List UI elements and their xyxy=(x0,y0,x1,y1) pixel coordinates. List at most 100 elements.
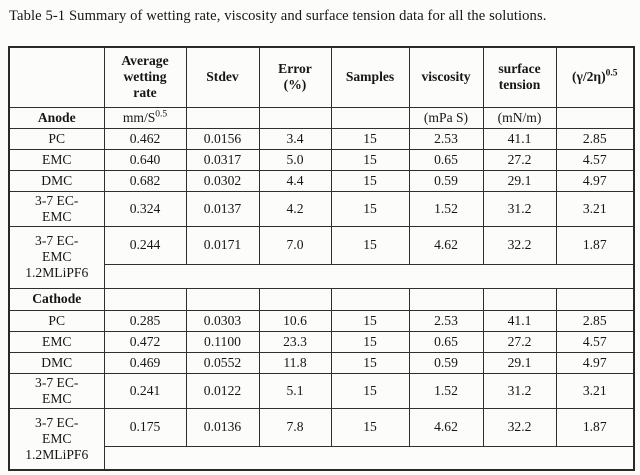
cell-value: 1.87 xyxy=(555,407,635,447)
cell-value: 2.85 xyxy=(555,309,635,332)
header-gamma-ratio: (γ/2η)0.5 xyxy=(555,46,635,108)
cell-value: 15 xyxy=(330,372,410,409)
table-row: EMC 0.472 0.1100 23.3 15 0.65 27.2 4.57 xyxy=(8,330,635,353)
cell-value: 15 xyxy=(330,225,410,265)
row-label: 3-7 EC- EMC 1.2MLiPF6 xyxy=(8,407,105,471)
cell-value: 0.682 xyxy=(103,169,187,192)
cell-value: 3.21 xyxy=(555,190,635,227)
empty-cell xyxy=(103,287,187,311)
cell-value: 0.0136 xyxy=(185,407,260,447)
cell-value: 2.53 xyxy=(408,127,484,150)
empty-cell xyxy=(258,106,332,129)
table-row: PC 0.285 0.0303 10.6 15 2.53 41.1 2.85 xyxy=(8,309,635,332)
cell-value: 32.2 xyxy=(482,225,557,265)
table-row: DMC 0.682 0.0302 4.4 15 0.59 29.1 4.97 xyxy=(8,169,635,192)
cell-value: 31.2 xyxy=(482,372,557,409)
row-label: 3-7 EC- EMC xyxy=(8,190,105,227)
section-label-anode: Anode xyxy=(8,106,105,129)
empty-subrow xyxy=(9,445,635,471)
cell-value: 0.1100 xyxy=(185,330,260,353)
cell-value: 32.2 xyxy=(482,407,557,447)
cell-value: 7.8 xyxy=(258,407,332,447)
cell-value: 1.87 xyxy=(555,225,635,265)
header-viscosity: viscosity xyxy=(408,46,484,108)
header-error-percent: Error (%) xyxy=(258,46,332,108)
cell-value: 5.0 xyxy=(258,148,332,171)
empty-cell xyxy=(258,287,332,311)
row-label: 3-7 EC- EMC 1.2MLiPF6 xyxy=(8,225,105,289)
cell-value: 15 xyxy=(330,351,410,374)
cell-value: 0.0156 xyxy=(185,127,260,150)
cell-value: 15 xyxy=(330,309,410,332)
cell-value: 27.2 xyxy=(482,148,557,171)
row-label: EMC xyxy=(8,330,105,353)
cell-value: 4.62 xyxy=(408,225,484,265)
row-label: DMC xyxy=(8,351,105,374)
unit-wetting-rate: mm/S0.5 xyxy=(103,106,187,129)
table-row: 3-7 EC- EMC 1.2MLiPF6 0.175 0.0136 7.8 1… xyxy=(8,407,635,471)
empty-cell xyxy=(555,106,635,129)
cell-value: 0.285 xyxy=(103,309,187,332)
gamma-ratio-base: (γ/2η) xyxy=(571,69,606,85)
header-stdev: Stdev xyxy=(185,46,260,108)
cell-value: 23.3 xyxy=(258,330,332,353)
table-row: 3-7 EC- EMC 1.2MLiPF6 0.244 0.0171 7.0 1… xyxy=(8,225,635,289)
cell-value: 31.2 xyxy=(482,190,557,227)
empty-cell xyxy=(555,287,635,311)
cell-value: 15 xyxy=(330,148,410,171)
cell-value: 0.59 xyxy=(408,169,484,192)
cell-value: 4.57 xyxy=(555,148,635,171)
empty-merged-cell xyxy=(103,445,635,471)
empty-cell xyxy=(185,106,260,129)
empty-cell xyxy=(482,287,557,311)
table-row: DMC 0.469 0.0552 11.8 15 0.59 29.1 4.97 xyxy=(8,351,635,374)
cell-value: 41.1 xyxy=(482,309,557,332)
cell-value: 0.0317 xyxy=(185,148,260,171)
row-label: PC xyxy=(8,127,105,150)
cell-value: 0.640 xyxy=(103,148,187,171)
cell-value: 0.0137 xyxy=(185,190,260,227)
cell-value: 3.21 xyxy=(555,372,635,409)
table-caption: Table 5-1 Summary of wetting rate, visco… xyxy=(9,8,547,24)
cell-value: 11.8 xyxy=(258,351,332,374)
cell-value: 0.0552 xyxy=(185,351,260,374)
cell-value: 3.4 xyxy=(258,127,332,150)
cell-value: 4.97 xyxy=(555,351,635,374)
cell-value: 0.59 xyxy=(408,351,484,374)
empty-cell xyxy=(330,106,410,129)
gamma-ratio-exponent: 0.5 xyxy=(605,68,618,79)
cell-value: 0.462 xyxy=(103,127,187,150)
header-samples: Samples xyxy=(330,46,410,108)
row-label: EMC xyxy=(8,148,105,171)
cell-value: 0.324 xyxy=(103,190,187,227)
cell-value: 15 xyxy=(330,169,410,192)
cell-value: 27.2 xyxy=(482,330,557,353)
table-row: EMC 0.640 0.0317 5.0 15 0.65 27.2 4.57 xyxy=(8,148,635,171)
cell-value: 5.1 xyxy=(258,372,332,409)
empty-cell xyxy=(408,287,484,311)
cell-value: 15 xyxy=(330,190,410,227)
unit-wetting-exponent: 0.5 xyxy=(155,108,168,119)
cell-value: 0.0171 xyxy=(185,225,260,265)
cell-value: 0.241 xyxy=(103,372,187,409)
cell-value: 4.4 xyxy=(258,169,332,192)
cell-value: 4.57 xyxy=(555,330,635,353)
row-label: 3-7 EC- EMC xyxy=(8,372,105,409)
cell-value: 0.65 xyxy=(408,148,484,171)
cell-value: 15 xyxy=(330,127,410,150)
cell-value: 0.469 xyxy=(103,351,187,374)
row-label: DMC xyxy=(8,169,105,192)
header-row: Average wetting rate Stdev Error (%) Sam… xyxy=(8,46,635,108)
cell-value: 2.53 xyxy=(408,309,484,332)
cathode-section-row: Cathode xyxy=(8,287,635,311)
cell-value: 2.85 xyxy=(555,127,635,150)
cell-value: 0.0303 xyxy=(185,309,260,332)
cell-value: 0.0302 xyxy=(185,169,260,192)
cell-value: 15 xyxy=(330,330,410,353)
cell-value: 4.2 xyxy=(258,190,332,227)
cell-value: 0.472 xyxy=(103,330,187,353)
unit-surface-tension: (mN/m) xyxy=(482,106,557,129)
cell-value: 0.0122 xyxy=(185,372,260,409)
table-row: PC 0.462 0.0156 3.4 15 2.53 41.1 2.85 xyxy=(8,127,635,150)
cell-value: 10.6 xyxy=(258,309,332,332)
